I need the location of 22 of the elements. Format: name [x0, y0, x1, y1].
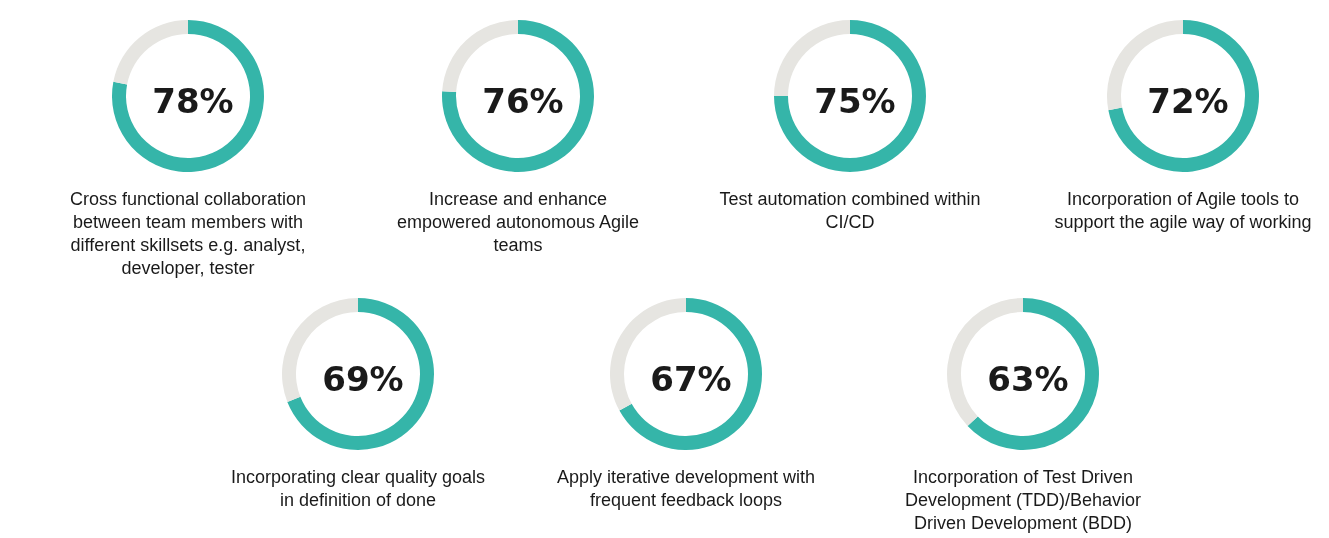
- data-label: 69%: [322, 359, 404, 399]
- slice-label: Incorporating clear quality goals in definition of done: [229, 466, 487, 512]
- donut-slice: [287, 298, 434, 450]
- donut-slice: [1108, 20, 1259, 172]
- data-label: 72%: [1147, 81, 1229, 121]
- slice-label: Increase and enhance empowered autonomous Agile teams: [395, 188, 641, 257]
- donut-slice: [112, 20, 264, 172]
- data-label: 76%: [482, 81, 564, 121]
- data-label: 75%: [814, 81, 896, 121]
- slice-label: Test automation combined within CI/CD: [718, 188, 982, 234]
- slice-label: Cross functional collaboration between team members with different skillsets e.g. analyst, developer, tester: [68, 188, 308, 280]
- data-label: 63%: [987, 359, 1069, 399]
- donut-slice: [113, 20, 188, 85]
- slice-label: Incorporation of Agile tools to support the agile way of working: [1053, 188, 1313, 234]
- slice-label: Apply iterative development with frequent feedback loops: [555, 466, 817, 512]
- slice-label: Incorporation of Test Driven Development (TDD)/Behavior Driven Development (BDD): [903, 466, 1143, 535]
- data-label: 67%: [650, 359, 732, 399]
- donut-slice: [774, 20, 926, 172]
- donut-slice: [967, 298, 1099, 450]
- data-label: 78%: [152, 81, 234, 121]
- donut-slice: [442, 20, 594, 172]
- donut-slice: [619, 298, 762, 450]
